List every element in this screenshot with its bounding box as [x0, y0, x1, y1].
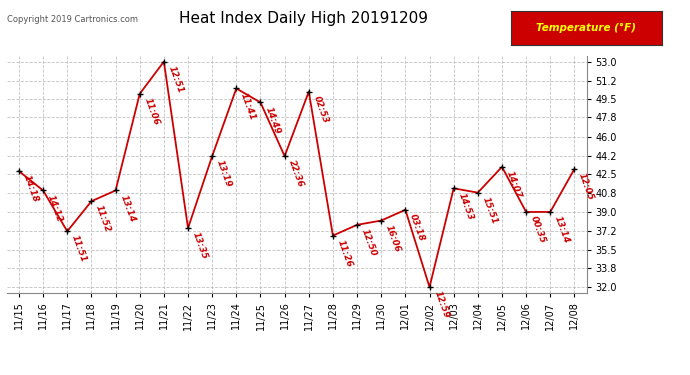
Text: 12:51: 12:51	[167, 64, 185, 94]
Text: 12:50: 12:50	[360, 228, 378, 258]
Text: 11:52: 11:52	[95, 204, 112, 234]
Text: 13:19: 13:19	[215, 159, 233, 189]
Text: 13:35: 13:35	[191, 231, 209, 261]
Text: 11:26: 11:26	[336, 238, 354, 268]
Text: 14:49: 14:49	[264, 105, 282, 135]
Text: 13:14: 13:14	[119, 193, 137, 223]
Text: Heat Index Daily High 20191209: Heat Index Daily High 20191209	[179, 11, 428, 26]
Text: 11:51: 11:51	[70, 234, 88, 264]
Text: 00:35: 00:35	[529, 215, 547, 245]
Text: 03:18: 03:18	[408, 213, 426, 243]
Text: 14:07: 14:07	[505, 170, 523, 200]
Text: 11:41: 11:41	[239, 91, 257, 121]
Text: Temperature (°F): Temperature (°F)	[537, 23, 636, 33]
Text: 14:53: 14:53	[457, 191, 475, 221]
Text: 14:18: 14:18	[22, 174, 40, 204]
Text: 11:06: 11:06	[143, 97, 161, 127]
Text: Copyright 2019 Cartronics.com: Copyright 2019 Cartronics.com	[7, 15, 138, 24]
Text: 15:51: 15:51	[481, 195, 499, 225]
Text: 22:36: 22:36	[288, 159, 306, 189]
Text: 13:14: 13:14	[553, 215, 571, 245]
Text: 12:05: 12:05	[578, 172, 595, 202]
Text: 16:06: 16:06	[384, 224, 402, 253]
Text: 14:12: 14:12	[46, 193, 64, 223]
Text: 12:59: 12:59	[433, 290, 451, 320]
Text: 02:53: 02:53	[312, 94, 330, 124]
